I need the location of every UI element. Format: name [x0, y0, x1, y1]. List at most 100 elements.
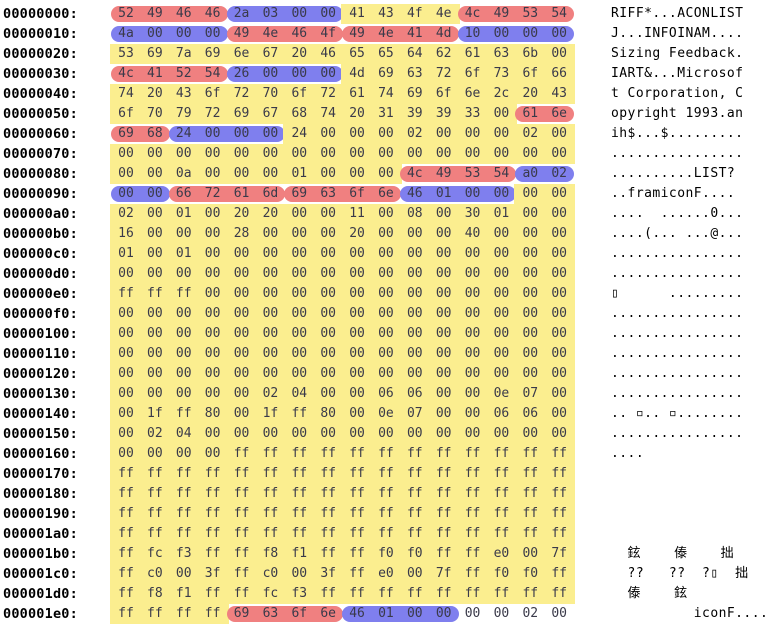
- hex-byte[interactable]: 00: [118, 426, 134, 441]
- hex-byte[interactable]: 61: [233, 186, 250, 201]
- hex-byte[interactable]: 00: [233, 286, 250, 301]
- hex-byte[interactable]: 00: [262, 126, 279, 141]
- hex-byte[interactable]: fc: [262, 586, 279, 601]
- hex-byte[interactable]: 00: [233, 346, 250, 361]
- hex-byte[interactable]: 4a: [118, 26, 134, 41]
- hex-byte[interactable]: 6f: [291, 86, 308, 101]
- hex-byte[interactable]: 00: [291, 226, 308, 241]
- hex-byte[interactable]: ff: [551, 446, 568, 461]
- hex-byte[interactable]: 00: [551, 326, 568, 341]
- hex-byte[interactable]: ff: [262, 526, 279, 541]
- hex-byte[interactable]: f0: [378, 546, 394, 561]
- hex-byte[interactable]: 00: [551, 186, 568, 201]
- hex-byte[interactable]: 00: [493, 426, 510, 441]
- hex-byte[interactable]: 72: [435, 66, 452, 81]
- hex-byte[interactable]: 00: [349, 286, 365, 301]
- hex-byte[interactable]: 02: [522, 126, 539, 141]
- hex-byte[interactable]: 02: [522, 606, 539, 621]
- hex-byte[interactable]: 41: [349, 6, 365, 21]
- hex-byte[interactable]: ff: [464, 486, 481, 501]
- hex-byte[interactable]: ff: [233, 566, 250, 581]
- hex-byte[interactable]: 00: [147, 26, 163, 41]
- hex-byte[interactable]: 63: [320, 186, 336, 201]
- hex-byte[interactable]: 00: [378, 366, 394, 381]
- hex-byte[interactable]: 68: [147, 126, 163, 141]
- hex-byte[interactable]: ff: [551, 526, 568, 541]
- hex-byte[interactable]: ff: [493, 466, 510, 481]
- hex-byte[interactable]: 63: [262, 606, 279, 621]
- hex-byte[interactable]: ff: [320, 546, 336, 561]
- hex-byte[interactable]: f3: [291, 586, 308, 601]
- hex-byte[interactable]: 52: [118, 6, 134, 21]
- hex-byte[interactable]: 00: [493, 266, 510, 281]
- hex-byte[interactable]: 6f: [118, 106, 134, 121]
- hex-byte[interactable]: 00: [204, 226, 221, 241]
- hex-byte[interactable]: 00: [406, 246, 423, 261]
- hex-byte[interactable]: 02: [551, 166, 568, 181]
- hex-byte[interactable]: ff: [406, 526, 423, 541]
- hex-byte[interactable]: 70: [262, 86, 279, 101]
- hex-byte[interactable]: ff: [406, 446, 423, 461]
- hex-byte[interactable]: 00: [349, 366, 365, 381]
- hex-byte[interactable]: 00: [406, 566, 423, 581]
- hex-byte[interactable]: 6e: [464, 86, 481, 101]
- hex-byte[interactable]: 00: [291, 146, 308, 161]
- hex-byte[interactable]: 00: [522, 426, 539, 441]
- hex-byte[interactable]: 00: [435, 606, 452, 621]
- hex-byte[interactable]: 20: [147, 86, 163, 101]
- hex-byte[interactable]: 65: [349, 46, 365, 61]
- hex-byte[interactable]: ff: [320, 506, 336, 521]
- hex-byte[interactable]: ff: [435, 466, 452, 481]
- hex-byte[interactable]: 00: [204, 26, 221, 41]
- hex-byte[interactable]: ff: [435, 506, 452, 521]
- hex-byte[interactable]: 54: [204, 66, 221, 81]
- hex-byte[interactable]: 00: [291, 426, 308, 441]
- hex-byte[interactable]: 69: [406, 86, 423, 101]
- hex-byte[interactable]: ff: [118, 506, 134, 521]
- hex-byte[interactable]: 00: [320, 426, 336, 441]
- hex-byte[interactable]: 00: [349, 146, 365, 161]
- hex-byte[interactable]: 00: [349, 386, 365, 401]
- hex-byte[interactable]: ff: [147, 286, 163, 301]
- hex-byte[interactable]: f0: [522, 566, 539, 581]
- hex-byte[interactable]: 39: [406, 106, 423, 121]
- hex-byte[interactable]: 6e: [233, 46, 250, 61]
- hex-byte[interactable]: ff: [175, 526, 192, 541]
- hex-byte[interactable]: 00: [378, 146, 394, 161]
- hex-byte[interactable]: 00: [204, 206, 221, 221]
- hex-byte[interactable]: ff: [551, 586, 568, 601]
- hex-byte[interactable]: 00: [435, 246, 452, 261]
- hex-byte[interactable]: 00: [262, 366, 279, 381]
- hex-byte[interactable]: 2a: [233, 6, 250, 21]
- hex-byte[interactable]: 00: [147, 346, 163, 361]
- hex-byte[interactable]: 00: [175, 346, 192, 361]
- hex-byte[interactable]: ff: [493, 486, 510, 501]
- hex-byte[interactable]: 00: [464, 366, 481, 381]
- hex-byte[interactable]: ff: [291, 486, 308, 501]
- hex-byte[interactable]: 00: [551, 306, 568, 321]
- hex-byte[interactable]: 00: [291, 286, 308, 301]
- hex-byte[interactable]: 61: [464, 46, 481, 61]
- hex-byte[interactable]: ff: [147, 606, 163, 621]
- hex-byte[interactable]: 00: [118, 446, 134, 461]
- hex-byte[interactable]: 43: [175, 86, 192, 101]
- hex-byte[interactable]: 00: [435, 386, 452, 401]
- hex-byte[interactable]: 00: [291, 366, 308, 381]
- hex-byte[interactable]: 00: [118, 146, 134, 161]
- hex-byte[interactable]: 00: [118, 166, 134, 181]
- hex-byte[interactable]: 4d: [349, 66, 365, 81]
- hex-byte[interactable]: 00: [147, 266, 163, 281]
- hex-byte[interactable]: 00: [175, 306, 192, 321]
- hex-byte[interactable]: ff: [378, 466, 394, 481]
- hex-byte[interactable]: 00: [320, 146, 336, 161]
- hex-byte[interactable]: 00: [291, 66, 308, 81]
- hex-byte[interactable]: 6f: [522, 66, 539, 81]
- hex-byte[interactable]: 07: [522, 386, 539, 401]
- hex-byte[interactable]: 00: [233, 246, 250, 261]
- hex-byte[interactable]: 00: [551, 346, 568, 361]
- hex-byte[interactable]: 00: [320, 206, 336, 221]
- hex-byte[interactable]: 00: [464, 306, 481, 321]
- hex-byte[interactable]: ff: [406, 466, 423, 481]
- hex-byte[interactable]: 00: [291, 306, 308, 321]
- hex-byte[interactable]: 00: [493, 306, 510, 321]
